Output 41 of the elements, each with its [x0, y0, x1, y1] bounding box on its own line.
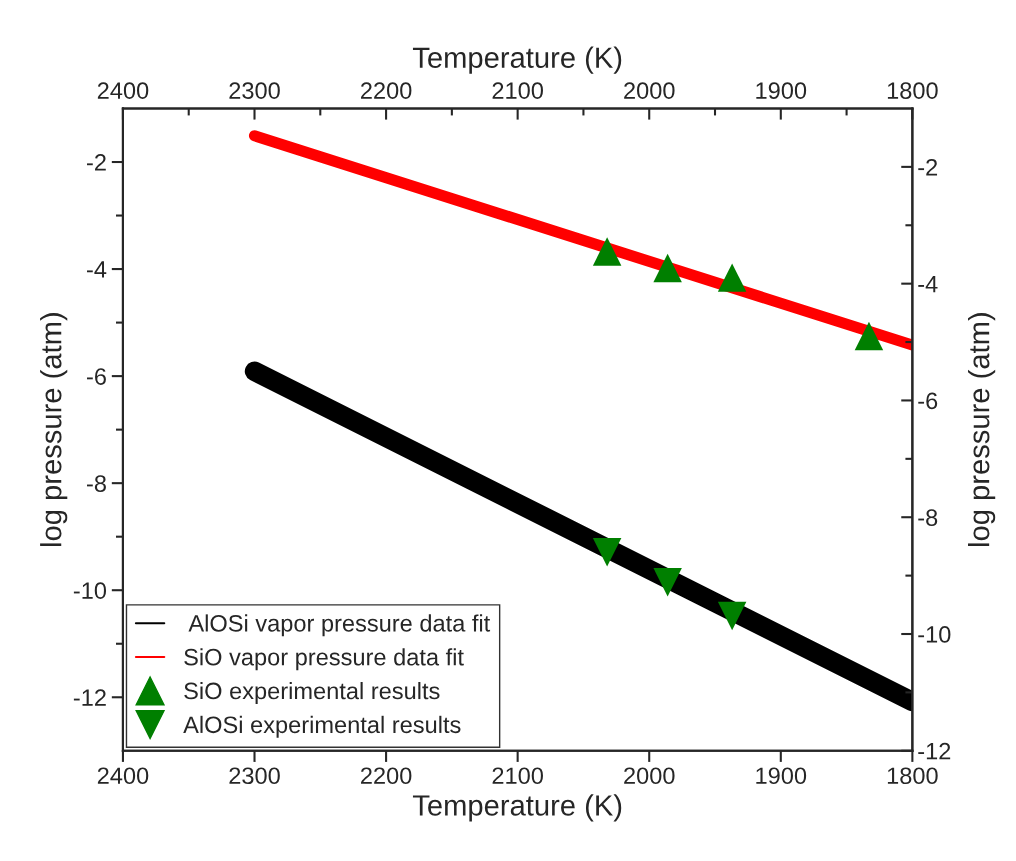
legend-label: SiO experimental results	[184, 681, 440, 704]
legend-label: SiO vapor pressure data fit	[184, 648, 464, 671]
x-tick-label: 1900	[756, 82, 807, 99]
y-axis-title: log pressure (atm)	[40, 313, 68, 546]
x-tick-label: 2300	[229, 82, 280, 99]
point	[592, 237, 622, 266]
point	[653, 253, 682, 283]
y-tick-label: -12	[73, 689, 106, 706]
point	[653, 567, 682, 597]
y2-tick-label: -10	[918, 626, 951, 643]
x2-axis-title: Temperature (K)	[412, 46, 622, 74]
x2-tick-label: 2100	[492, 767, 543, 785]
y2-axis-title: log pressure (atm)	[968, 313, 996, 546]
y2-tick-label: -4	[918, 275, 938, 293]
x-axis-title: Temperature (K)	[412, 794, 622, 822]
x2-tick-label: 2400	[97, 767, 149, 785]
x2-tick-label: 1900	[756, 767, 807, 785]
y2-tick-label: -6	[918, 392, 938, 410]
x-tick-label: 1800	[887, 82, 938, 99]
point	[717, 601, 747, 631]
x-tick-label: 2100	[492, 82, 543, 99]
y2-tick-label: -8	[918, 509, 938, 527]
x2-tick-label: 2300	[229, 767, 280, 785]
point	[592, 537, 622, 567]
y-tick-label: -2	[87, 154, 106, 171]
x2-tick-label: 2000	[624, 767, 675, 785]
point	[854, 321, 884, 351]
legend-label: AlOSi experimental results	[183, 715, 461, 738]
y-tick-label: -6	[87, 368, 106, 385]
y2-tick-label: -2	[918, 158, 938, 176]
legend-label: AlOSi vapor pressure data fit	[188, 614, 491, 637]
x2-tick-label: 2200	[361, 767, 412, 785]
x-tick-label: 2200	[361, 82, 412, 99]
y-tick-label: -10	[73, 582, 107, 599]
y-tick-label: -8	[87, 475, 106, 492]
y-tick-label: -4	[87, 261, 107, 278]
y2-tick-label: -12	[918, 742, 951, 760]
x-tick-label: 2400	[97, 82, 149, 99]
point	[717, 263, 747, 292]
x-tick-label: 2000	[624, 82, 675, 99]
x2-tick-label: 1800	[887, 767, 938, 785]
